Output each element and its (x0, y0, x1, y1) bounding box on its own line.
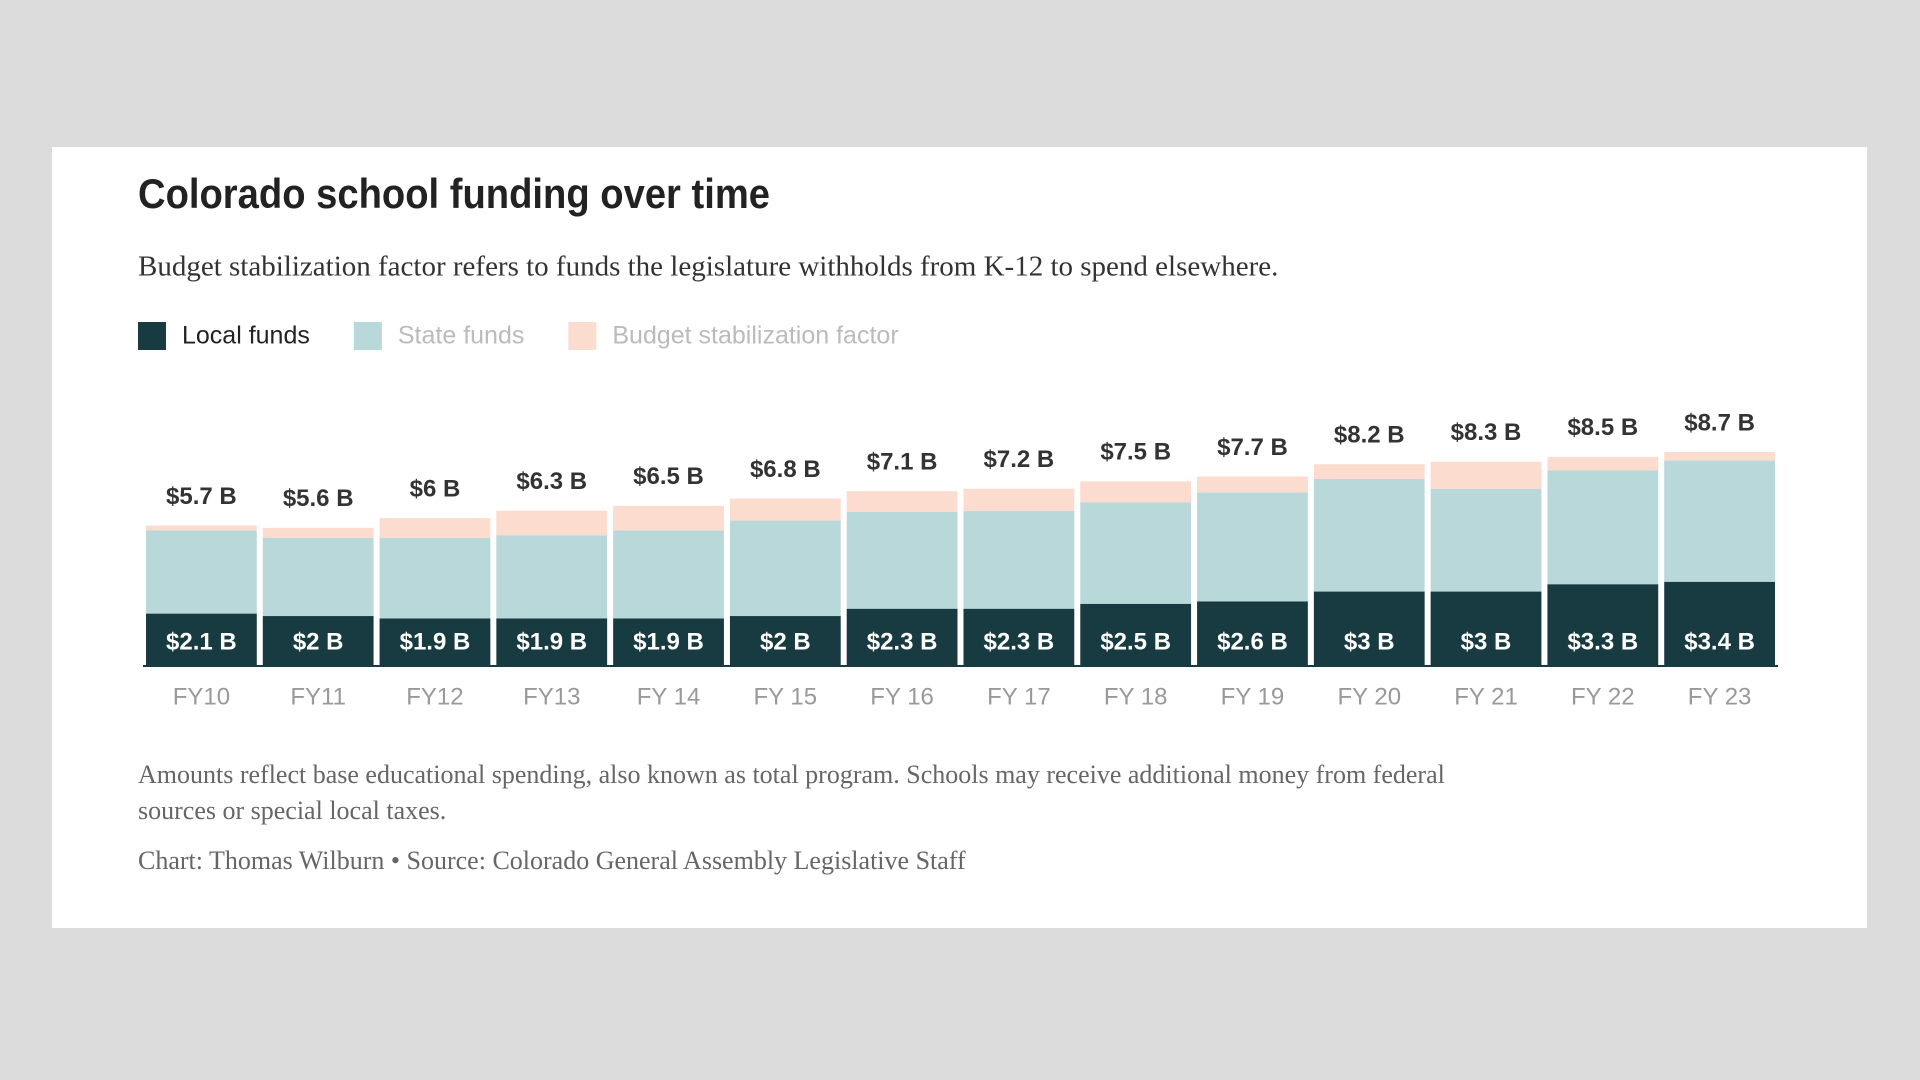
total-label: $5.7 B (166, 483, 237, 510)
bar-segment (729, 498, 841, 521)
total-label: $7.5 B (1100, 439, 1171, 466)
total-label: $7.2 B (984, 446, 1055, 473)
bar-segment (496, 535, 608, 619)
bar-segment (1547, 470, 1659, 585)
total-label: $6.5 B (633, 463, 704, 490)
legend-label: Budget stabilization factor (612, 322, 898, 350)
x-tick-label: FY 20 (1337, 683, 1401, 710)
segment-label: $2 B (760, 628, 811, 655)
bar-segment (963, 608, 1075, 665)
bar-segment (1430, 591, 1542, 665)
total-label: $8.5 B (1567, 414, 1638, 441)
bar-segment (613, 530, 724, 619)
total-label: $8.7 B (1684, 409, 1755, 436)
segment-label: $2.6 B (1217, 628, 1288, 655)
x-tick-label: FY 21 (1454, 683, 1518, 710)
bar-segment (1430, 488, 1542, 592)
chart-title: Colorado school funding over time (138, 170, 770, 217)
bar-segment (1313, 464, 1425, 479)
bar-segment (1197, 492, 1308, 602)
credit: Chart: Thomas Wilburn • Source: Colorado… (138, 846, 966, 875)
segment-label: $3 B (1344, 628, 1395, 655)
total-label: $5.6 B (283, 485, 354, 512)
bar-segment (1313, 591, 1425, 665)
bar-segment (146, 530, 257, 614)
segment-label: $2.5 B (1100, 628, 1171, 655)
x-tick-label: FY 23 (1688, 683, 1752, 710)
bar-segment (1197, 601, 1308, 665)
x-tick-label: FY13 (523, 683, 580, 710)
x-tick-label: FY 22 (1571, 683, 1635, 710)
bar-segment (613, 505, 724, 531)
bar-segment (379, 618, 491, 665)
bar-segment (963, 488, 1075, 511)
note: sources or special local taxes. (138, 796, 446, 825)
bar-segment (379, 518, 491, 538)
bar-segment (846, 511, 958, 609)
total-label: $6.3 B (516, 468, 587, 495)
legend-swatch (353, 322, 382, 350)
segment-label: $1.9 B (633, 628, 704, 655)
segment-label: $3 B (1461, 628, 1512, 655)
total-label: $8.2 B (1334, 422, 1405, 449)
x-tick-label: FY 15 (754, 683, 818, 710)
legend-swatch (568, 322, 597, 350)
bar-segment (146, 613, 257, 665)
x-tick-label: FY 16 (870, 683, 934, 710)
bar-segment (729, 520, 841, 617)
segment-label: $3.3 B (1567, 628, 1638, 655)
bar-segment (496, 510, 608, 536)
bar-segment (1547, 584, 1659, 665)
bar-segment (1664, 460, 1775, 582)
x-tick-label: FY11 (290, 683, 346, 710)
total-label: $7.1 B (867, 449, 938, 476)
bar-segment (1664, 452, 1775, 461)
bar-segment (613, 618, 724, 665)
segment-label: $2.3 B (867, 628, 938, 655)
segment-label: $1.9 B (400, 628, 471, 655)
bar-segment (846, 491, 958, 512)
legend-swatch (138, 322, 166, 350)
bar-segment (1313, 478, 1425, 592)
bar-segment (262, 527, 374, 538)
bar-segment (1547, 456, 1659, 471)
segment-label: $3.4 B (1684, 628, 1755, 655)
legend-label: State funds (398, 322, 524, 350)
bar-segment (146, 525, 257, 531)
bar-segment (963, 510, 1075, 609)
total-label: $6 B (410, 475, 461, 502)
bar-segment (262, 616, 374, 665)
bar-segment (1080, 502, 1192, 604)
x-tick-label: FY 17 (987, 683, 1051, 710)
bar-segment (379, 537, 491, 619)
segment-label: $2 B (293, 628, 344, 655)
x-tick-label: FY10 (173, 683, 230, 710)
legend-label: Local funds (182, 322, 310, 350)
segment-label: $2.1 B (166, 628, 237, 655)
total-label: $6.8 B (750, 456, 821, 483)
total-label: $7.7 B (1217, 434, 1288, 461)
bar-segment (496, 618, 608, 665)
x-tick-label: FY 19 (1221, 683, 1285, 710)
bar-segment (1080, 603, 1192, 665)
total-label: $8.3 B (1451, 419, 1522, 446)
bar-segment (1430, 461, 1542, 489)
bar-segment (729, 616, 841, 665)
x-tick-label: FY 18 (1104, 683, 1168, 710)
note: Amounts reflect base educational spendin… (138, 760, 1445, 789)
x-tick-label: FY 14 (637, 683, 701, 710)
bar-segment (1080, 481, 1192, 503)
x-tick-label: FY12 (406, 683, 463, 710)
segment-label: $2.3 B (984, 628, 1055, 655)
segment-label: $1.9 B (516, 628, 587, 655)
chart-subtitle: Budget stabilization factor refers to fu… (138, 251, 1278, 283)
bar-segment (1197, 476, 1308, 493)
bar-segment (846, 608, 958, 665)
bar-segment (262, 537, 374, 617)
bar-segment (1664, 581, 1775, 665)
